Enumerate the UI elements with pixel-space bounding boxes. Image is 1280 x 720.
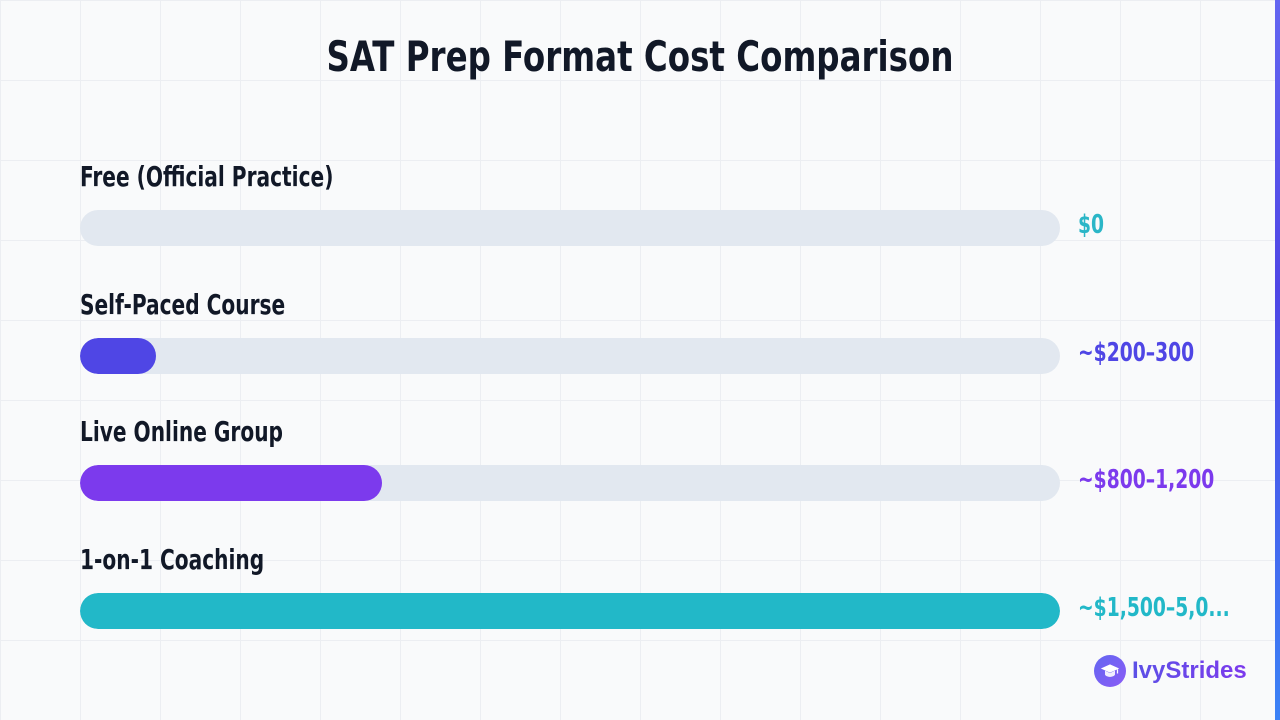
bar: [80, 337, 156, 374]
bar-track: [80, 337, 1060, 374]
bar-label: 1-on-1 Coaching: [80, 542, 265, 576]
bar: [80, 465, 382, 501]
brand-logo: IvyStrides: [1094, 655, 1247, 687]
bar-value-label: $0: [1078, 210, 1105, 240]
bar-label: Live Online Group: [80, 415, 283, 448]
bar-value-label: ~$200–300: [1078, 337, 1195, 368]
graduation-cap-icon: [1094, 655, 1126, 687]
right-accent-bar: [1275, 0, 1280, 720]
bar-label: Free (Official Practice): [80, 160, 334, 193]
chart-title: SAT Prep Format Cost Comparison: [326, 32, 954, 81]
bar-value-label: ~$1,500–5,0...: [1078, 592, 1230, 623]
bar-track: [80, 210, 1060, 246]
brand-name: IvyStrides: [1132, 657, 1247, 684]
bar-track: [80, 592, 1060, 629]
bar-track: [80, 465, 1060, 501]
bar: [80, 592, 1060, 629]
bar-value-label: ~$800–1,200: [1078, 465, 1215, 495]
bar-label: Self-Paced Course: [80, 287, 286, 321]
